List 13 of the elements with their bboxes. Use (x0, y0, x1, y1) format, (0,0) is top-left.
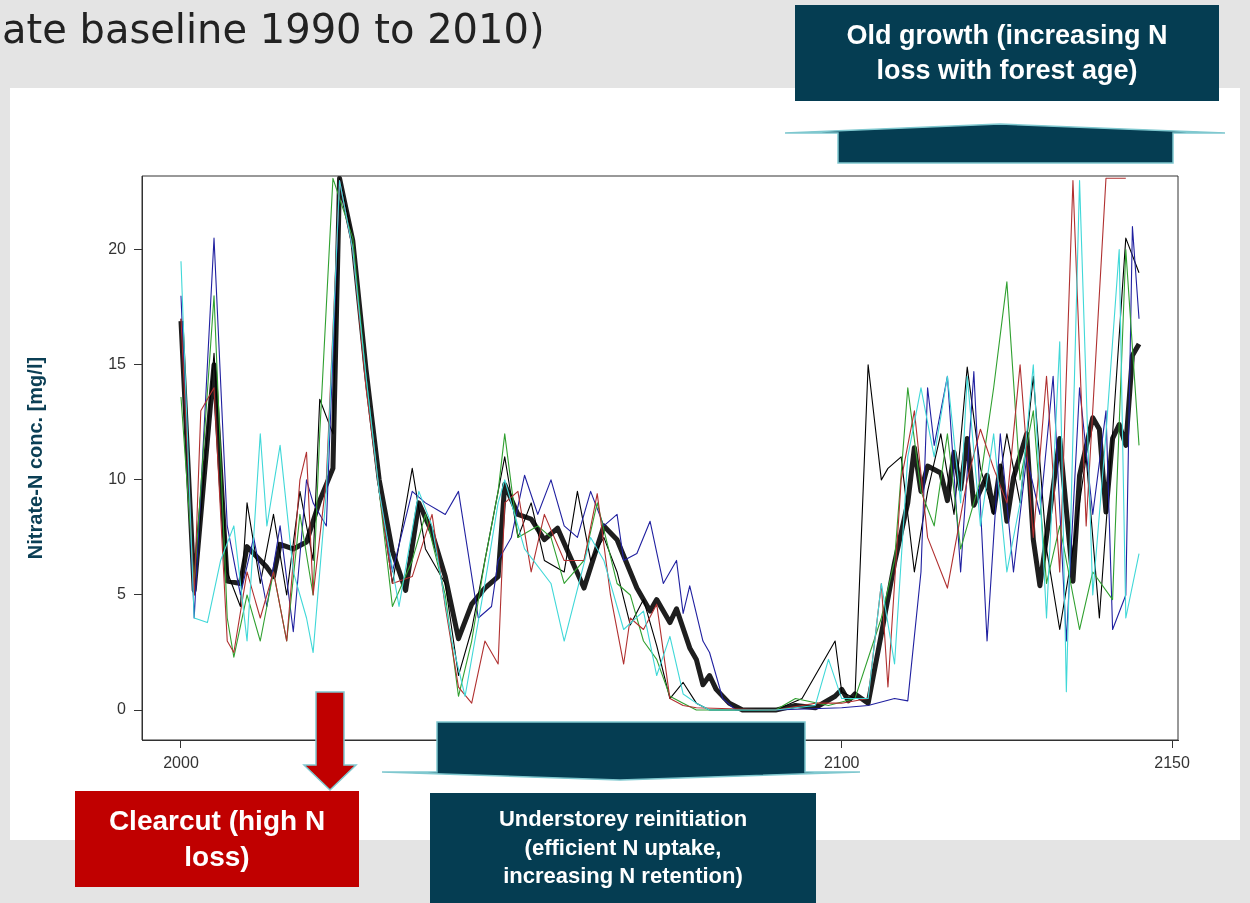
x-tick-label: 2100 (823, 754, 860, 772)
chart-title: ate baseline 1990 to 2010) (2, 6, 545, 52)
y-tick-label: 20 (108, 240, 127, 258)
y-tick-label: 5 (117, 585, 127, 603)
text: Understorey reinitiation (efficient N uptake, increasing N retention) (497, 805, 749, 891)
text: Old growth (increasing N loss with forest age) (845, 18, 1169, 87)
y-tick-label: 15 (108, 355, 127, 373)
y-tick-label: 0 (117, 700, 127, 718)
x-tick-label: 2150 (1154, 754, 1190, 772)
y-tick-label: 10 (108, 470, 127, 488)
text: Clearcut (high N loss) (107, 803, 327, 874)
y-axis-title: Nitrate-N conc. [mg/l] (23, 356, 46, 560)
x-tick-label: 2000 (163, 754, 199, 772)
